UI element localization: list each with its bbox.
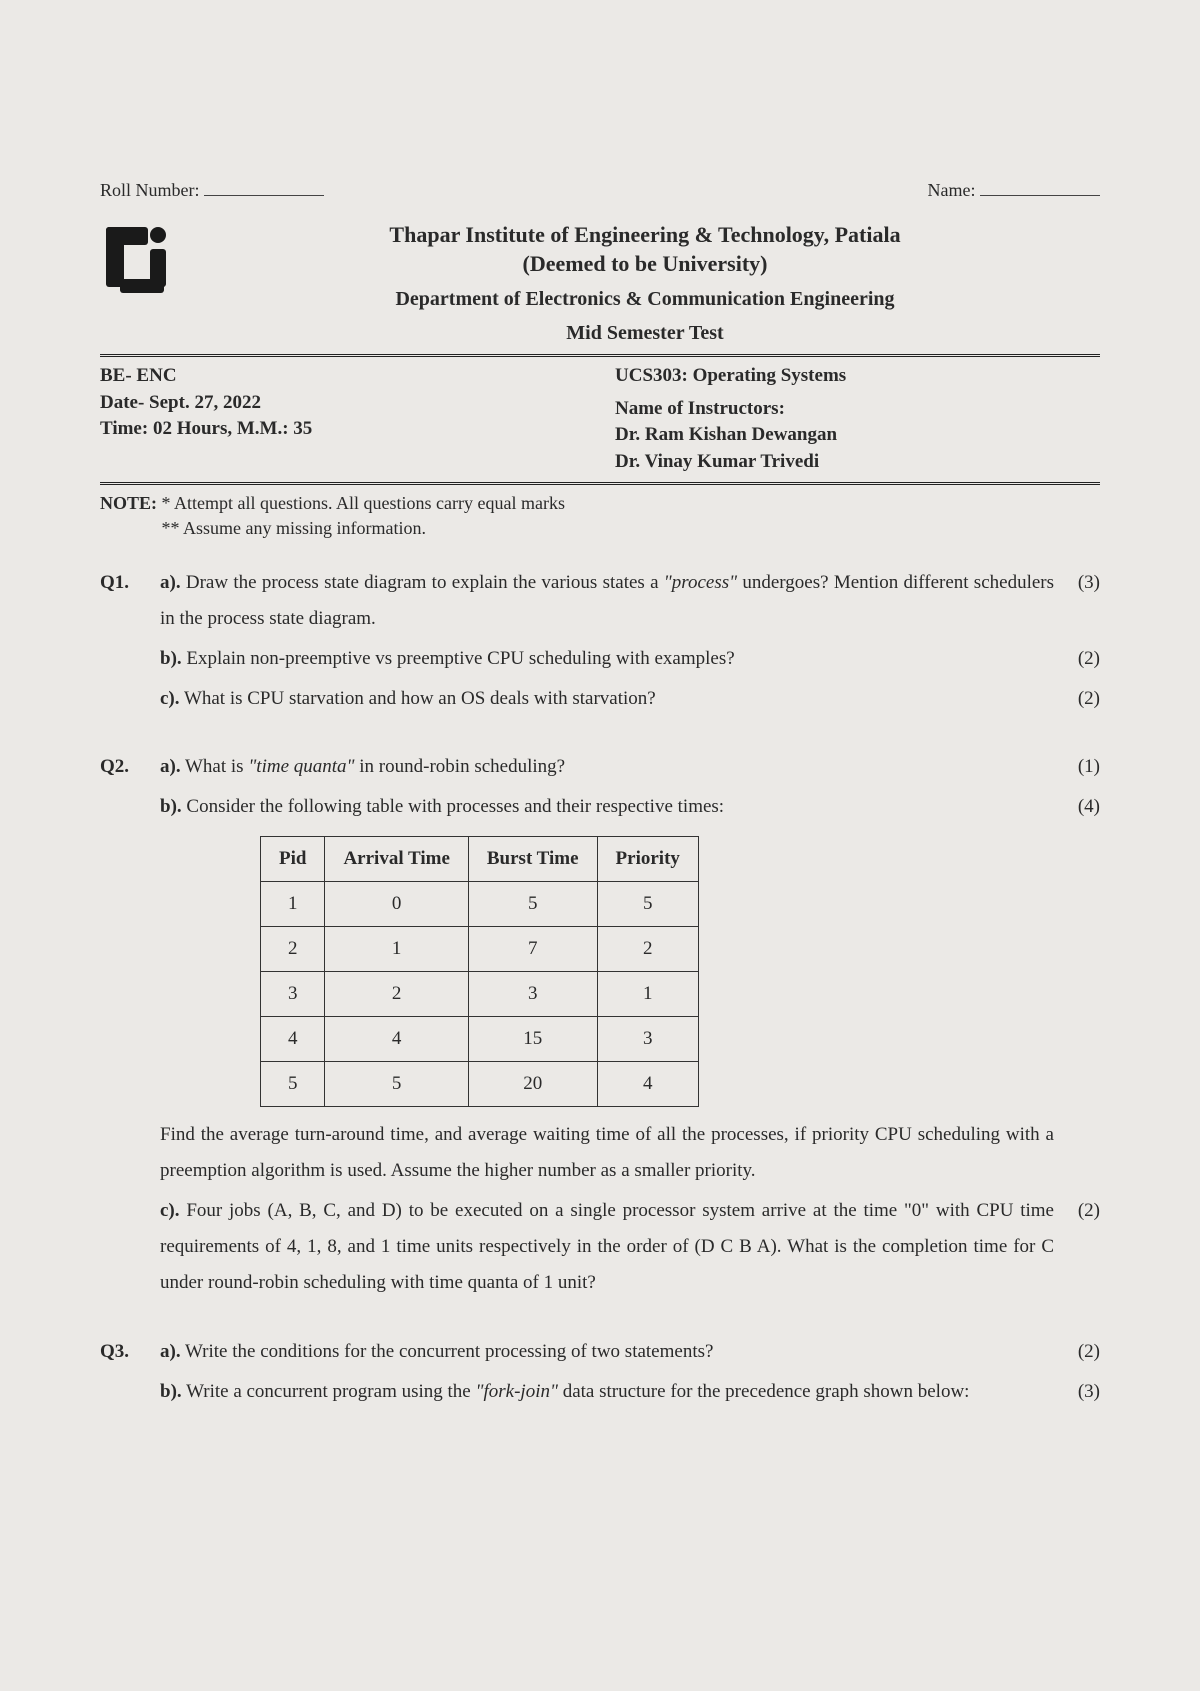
title-institute: Thapar Institute of Engineering & Techno…: [190, 221, 1100, 250]
title-deemed: (Deemed to be University): [190, 250, 1100, 279]
q2-a-marks: (1): [1054, 749, 1100, 785]
q2-b-marks: (4): [1054, 789, 1100, 1189]
q1-c-body: c). What is CPU starvation and how an OS…: [160, 681, 1054, 717]
program: BE- ENC: [100, 363, 585, 390]
q1-a-row: Q1. a). Draw the process state diagram t…: [100, 565, 1100, 637]
exam-time: Time: 02 Hours, M.M.: 35: [100, 416, 585, 443]
instructor-1: Dr. Ram Kishan Dewangan: [615, 422, 1100, 449]
header-fields: Roll Number: Name:: [100, 180, 1100, 201]
q3-a-body: a). Write the conditions for the concurr…: [160, 1334, 1054, 1370]
course-code: UCS303: Operating Systems: [615, 363, 1100, 390]
table-row: 3231: [261, 971, 699, 1016]
q2-number: Q2.: [100, 749, 160, 785]
th-arrival: Arrival Time: [325, 836, 468, 881]
q1-a-body: a). Draw the process state diagram to ex…: [160, 565, 1054, 637]
q3-b-row: b). Write a concurrent program using the…: [100, 1374, 1100, 1410]
roll-number-field: Roll Number:: [100, 180, 324, 201]
q3-a-marks: (2): [1054, 1334, 1100, 1370]
table-row: 2172: [261, 926, 699, 971]
table-row: 55204: [261, 1061, 699, 1106]
label-b: b).: [160, 648, 182, 669]
title-text: Thapar Institute of Engineering & Techno…: [190, 221, 1100, 346]
table-row: 44153: [261, 1016, 699, 1061]
q2-c-row: c). Four jobs (A, B, C, and D) to be exe…: [100, 1193, 1100, 1301]
label-c: c).: [160, 1200, 180, 1221]
label-a: a).: [160, 756, 181, 777]
q2-a-row: Q2. a). What is "time quanta" in round-r…: [100, 749, 1100, 785]
q2-c-body: c). Four jobs (A, B, C, and D) to be exe…: [160, 1193, 1054, 1301]
title-test: Mid Semester Test: [190, 320, 1100, 346]
q1-a-marks: (3): [1054, 565, 1100, 637]
instructor-2: Dr. Vinay Kumar Trivedi: [615, 449, 1100, 476]
rule-top: [100, 354, 1100, 357]
name-blank: [980, 182, 1100, 196]
q1-number: Q1.: [100, 565, 160, 637]
name-label: Name:: [928, 180, 976, 200]
name-field: Name:: [928, 180, 1100, 201]
process-table: Pid Arrival Time Burst Time Priority 105…: [260, 836, 699, 1108]
q2-c-marks: (2): [1054, 1193, 1100, 1301]
label-a: a).: [160, 572, 181, 593]
instructors-label: Name of Instructors:: [615, 396, 1100, 423]
exam-info: BE- ENC Date- Sept. 27, 2022 Time: 02 Ho…: [100, 363, 1100, 475]
label-b: b).: [160, 1381, 182, 1402]
note-lead: NOTE:: [100, 493, 157, 513]
title-block: Thapar Institute of Engineering & Techno…: [100, 221, 1100, 346]
label-c: c).: [160, 688, 180, 709]
th-priority: Priority: [597, 836, 698, 881]
label-a: a).: [160, 1341, 181, 1362]
q3-b-marks: (3): [1054, 1374, 1100, 1410]
title-department: Department of Electronics & Communicatio…: [190, 286, 1100, 312]
note-block: NOTE: * Attempt all questions. All quest…: [100, 491, 1100, 541]
institute-logo-icon: [100, 221, 172, 293]
q3-b-body: b). Write a concurrent program using the…: [160, 1374, 1054, 1410]
table-row: 1055: [261, 881, 699, 926]
q3-number: Q3.: [100, 1334, 160, 1370]
th-pid: Pid: [261, 836, 325, 881]
q2-b-after: Find the average turn-around time, and a…: [160, 1124, 1054, 1181]
rule-bottom: [100, 482, 1100, 485]
label-b: b).: [160, 796, 182, 817]
q1-b-row: b). Explain non-preemptive vs preemptive…: [100, 641, 1100, 677]
q3-a-row: Q3. a). Write the conditions for the con…: [100, 1334, 1100, 1370]
roll-blank: [204, 182, 324, 196]
q2-a-body: a). What is "time quanta" in round-robin…: [160, 749, 1054, 785]
q1-b-marks: (2): [1054, 641, 1100, 677]
th-burst: Burst Time: [468, 836, 597, 881]
q2-b-row: b). Consider the following table with pr…: [100, 789, 1100, 1189]
info-left: BE- ENC Date- Sept. 27, 2022 Time: 02 Ho…: [100, 363, 585, 475]
q1-b-body: b). Explain non-preemptive vs preemptive…: [160, 641, 1054, 677]
note-line2: ** Assume any missing information.: [162, 518, 427, 538]
note-line1: * Attempt all questions. All questions c…: [162, 493, 565, 513]
q1-c-marks: (2): [1054, 681, 1100, 717]
exam-date: Date- Sept. 27, 2022: [100, 390, 585, 417]
q2-b-body: b). Consider the following table with pr…: [160, 789, 1054, 1189]
q1-c-row: c). What is CPU starvation and how an OS…: [100, 681, 1100, 717]
info-right: UCS303: Operating Systems Name of Instru…: [615, 363, 1100, 475]
roll-label: Roll Number:: [100, 180, 200, 200]
